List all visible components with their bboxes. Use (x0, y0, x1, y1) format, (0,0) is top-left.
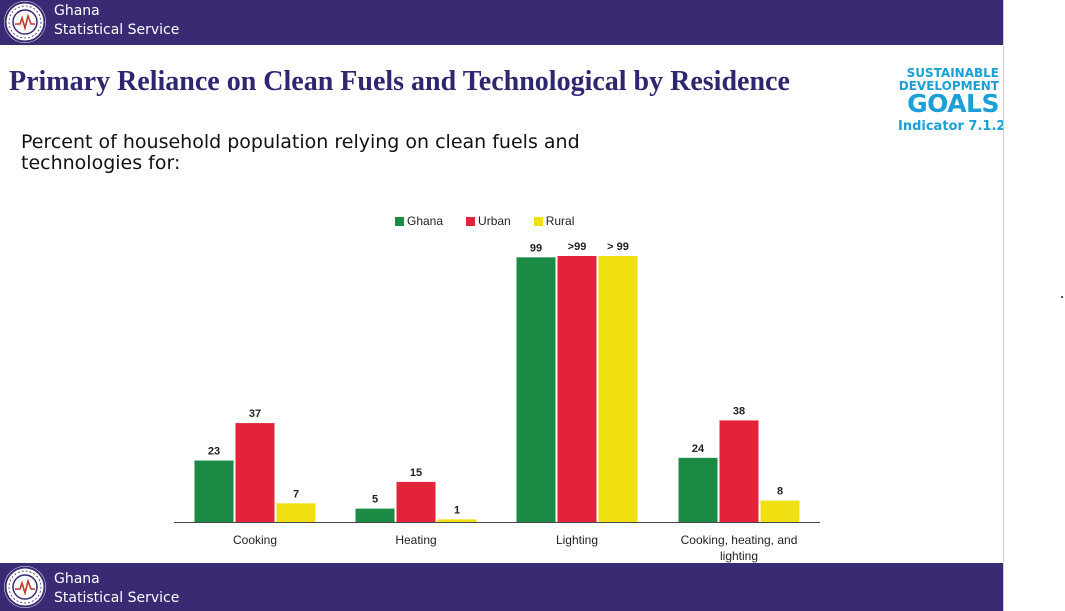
org-name-line-2: Statistical Service (54, 22, 180, 38)
legend-item-urban: Urban (466, 213, 511, 229)
legend-label-rural: Rural (545, 214, 575, 228)
org-name-line-1: Ghana (54, 3, 100, 19)
bar-ghana-3 (516, 257, 556, 522)
data-label-rural-1: 7 (293, 488, 299, 500)
x-tick-label-3: Lighting (556, 533, 598, 547)
header-band: Ghana Statistical Service (0, 0, 1003, 45)
slide-title: Primary Reliance on Clean Fuels and Tech… (9, 66, 790, 97)
data-label-rural-4: 8 (777, 486, 783, 498)
org-name-line-2: Statistical Service (54, 590, 180, 606)
data-label-rural-3: > 99 (607, 241, 629, 253)
x-tick-label-2: Heating (395, 533, 436, 547)
bar-rural-1 (276, 503, 316, 522)
x-tick-label-4: Cooking, heating, and lighting (681, 533, 798, 563)
bar-rural-4 (760, 500, 800, 522)
ghana-statistical-service-logo-icon (4, 566, 46, 608)
sdg-indicator: Indicator 7.1.2 (898, 119, 1003, 134)
edge-mark (1061, 296, 1063, 298)
organization-name: Ghana Statistical Service (54, 570, 179, 608)
sdg-badge: SUSTAINABLE DEVELOPMENT GOALS Indicator … (898, 66, 1003, 138)
bar-urban-1 (235, 423, 275, 522)
bar-ghana-2 (355, 508, 395, 522)
bar-urban-2 (396, 481, 436, 522)
sdg-line-2: DEVELOPMENT (898, 79, 999, 93)
ghana-statistical-service-logo-icon (4, 1, 46, 43)
data-label-urban-2: 15 (410, 467, 422, 479)
bar-urban-4 (719, 420, 759, 522)
data-label-ghana-1: 23 (208, 446, 220, 458)
slide: Ghana Statistical Service Primary Relian… (0, 0, 1004, 611)
legend-swatch-ghana (395, 216, 404, 226)
bar-urban-3 (557, 256, 597, 522)
data-label-ghana-2: 5 (372, 494, 378, 506)
bar-ghana-4 (678, 457, 718, 522)
x-tick-label-1: Cooking (233, 533, 277, 547)
org-name-line-1: Ghana (54, 571, 100, 587)
legend-swatch-rural (533, 216, 543, 226)
data-label-ghana-3: 99 (530, 242, 542, 254)
data-label-rural-2: 1 (454, 504, 460, 516)
bar-chart: 23 37 7 Cooking 5 15 1 Heating 99 >99 > 99 Lighting… (174, 241, 820, 563)
sdg-line-1: SUSTAINABLE (906, 66, 999, 80)
bar-rural-2 (437, 519, 477, 522)
chart-subtitle: Percent of household population relying … (21, 131, 580, 174)
legend-label-urban: Urban (478, 214, 511, 228)
chart-legend: Ghana Urban Rural (395, 213, 597, 229)
legend-label-ghana: Ghana (407, 214, 444, 228)
legend-item-ghana: Ghana (395, 213, 443, 229)
footer-band: Ghana Statistical Service (0, 563, 1003, 611)
data-label-ghana-4: 24 (692, 443, 705, 455)
legend-item-rural: Rural (533, 213, 575, 229)
bar-ghana-1 (194, 460, 234, 522)
legend-swatch-urban (466, 216, 476, 226)
bar-rural-3 (598, 256, 638, 522)
sdg-goals-wordmark: GOALS (907, 89, 999, 118)
data-label-urban-4: 38 (733, 405, 745, 417)
data-label-urban-3: >99 (568, 241, 587, 253)
data-label-urban-1: 37 (249, 408, 261, 420)
organization-name: Ghana Statistical Service (54, 2, 179, 40)
